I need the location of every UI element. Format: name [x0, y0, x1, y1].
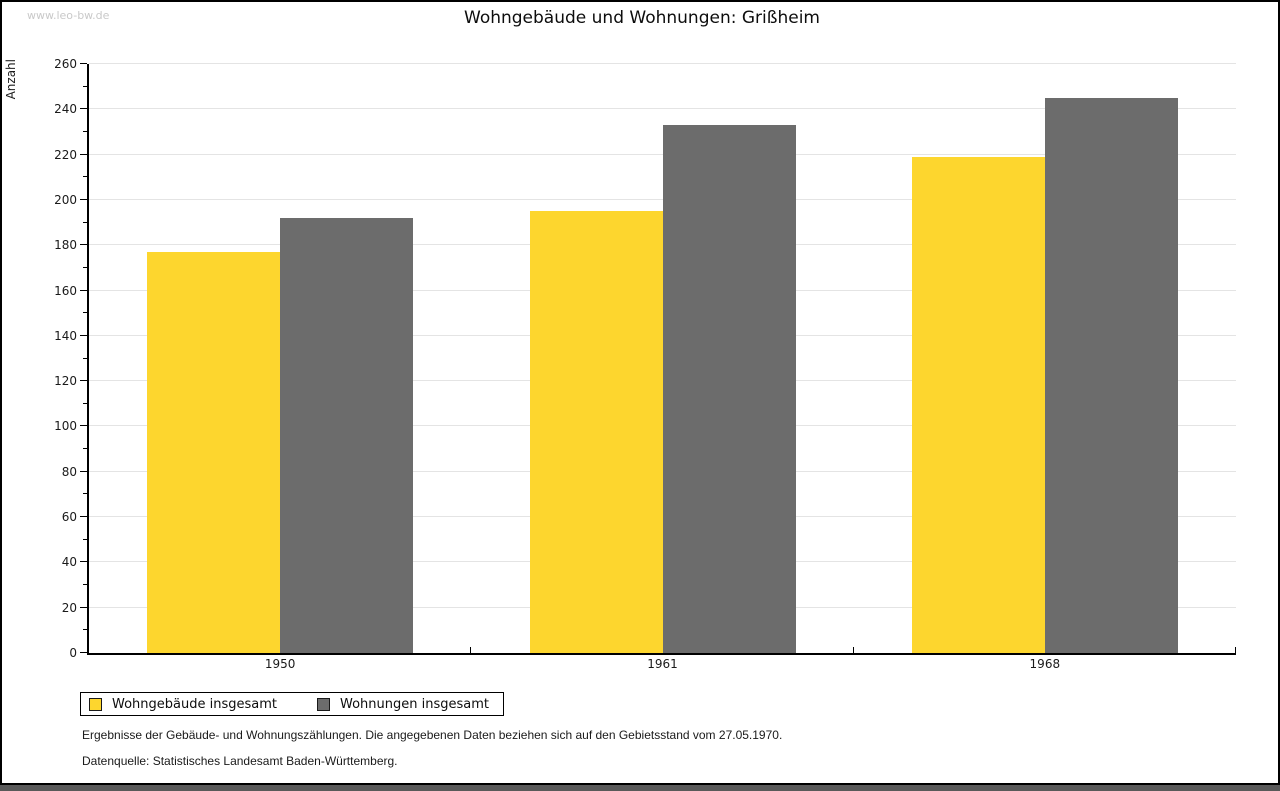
x-tick-label-1968: 1968 — [1029, 657, 1061, 671]
y-major-tick-40 — [80, 561, 87, 563]
y-tick-label-140: 140 — [54, 328, 77, 343]
y-minor-tick-250 — [83, 85, 87, 87]
y-major-tick-220 — [80, 153, 87, 155]
y-tick-label-220: 220 — [54, 147, 77, 162]
legend-swatch-yellow — [89, 697, 102, 711]
y-minor-tick-210 — [83, 176, 87, 178]
y-major-tick-160 — [80, 289, 87, 291]
plot-area: 0 20 40 60 80 100 120 140 160 180 200 220 240 260 1950… — [54, 57, 1236, 671]
y-tick-label-240: 240 — [54, 102, 77, 117]
y-minor-tick-190 — [83, 221, 87, 223]
y-minor-tick-90 — [83, 448, 87, 450]
y-tick-label-0: 0 — [69, 646, 77, 660]
x-tick-label-1950: 1950 — [264, 657, 296, 671]
y-major-tick-20 — [80, 606, 87, 608]
footnote-methodology: Ergebnisse der Gebäude- und Wohnungszähl… — [82, 728, 783, 742]
gridline-260 — [89, 63, 1236, 64]
y-minor-tick-50 — [83, 538, 87, 540]
legend-item-wohnungen: Wohnungen insgesamt — [317, 697, 489, 712]
y-minor-tick-30 — [83, 584, 87, 586]
y-minor-tick-110 — [83, 402, 87, 404]
legend-label: Wohngebäude insgesamt — [112, 696, 277, 712]
y-tick-label-260: 260 — [54, 57, 77, 71]
y-major-tick-140 — [80, 334, 87, 336]
y-minor-tick-170 — [83, 266, 87, 268]
footnote-source: Datenquelle: Statistisches Landesamt Bad… — [82, 754, 398, 768]
y-major-tick-120 — [80, 380, 87, 382]
legend-box: Wohngebäude insgesamt Wohnungen insgesam… — [80, 692, 504, 716]
x-axis-tick-1 — [470, 647, 472, 653]
y-major-tick-200 — [80, 198, 87, 200]
y-tick-label-20: 20 — [61, 600, 77, 615]
y-axis-label: Anzahl — [4, 59, 18, 100]
bar-wohngeb-ude-insgesamt-1950 — [147, 252, 281, 653]
legend-label: Wohnungen insgesamt — [340, 696, 489, 712]
y-major-tick-100 — [80, 425, 87, 427]
x-tick-label-1961: 1961 — [647, 657, 678, 671]
y-tick-label-100: 100 — [54, 419, 77, 434]
y-minor-tick-230 — [83, 130, 87, 132]
y-minor-tick-130 — [83, 357, 87, 359]
y-tick-label-40: 40 — [61, 555, 77, 570]
window-bottom-edge — [0, 785, 1280, 791]
y-major-tick-260 — [80, 63, 87, 64]
gridline-240 — [89, 108, 1236, 110]
x-axis-tick-2 — [852, 647, 854, 653]
bar-wohngeb-ude-insgesamt-1961 — [529, 211, 663, 653]
y-minor-tick-10 — [83, 629, 87, 631]
y-minor-tick-70 — [83, 493, 87, 495]
watermark-text: www.leo-bw.de — [27, 9, 110, 22]
x-axis-tick-3 — [1235, 647, 1236, 653]
chart-title: Wohngebäude und Wohnungen: Grißheim — [464, 8, 820, 28]
legend-item-wohngebaeude: Wohngebäude insgesamt — [89, 697, 277, 712]
y-major-tick-60 — [80, 516, 87, 518]
bar-wohnungen-insgesamt-1961 — [662, 125, 796, 653]
y-tick-label-60: 60 — [61, 510, 77, 525]
y-major-tick-180 — [80, 244, 87, 246]
bar-wohngeb-ude-insgesamt-1968 — [911, 156, 1045, 653]
y-tick-label-120: 120 — [54, 374, 77, 389]
bar-wohnungen-insgesamt-1950 — [280, 218, 414, 653]
bar-wohnungen-insgesamt-1968 — [1044, 97, 1178, 653]
y-tick-label-180: 180 — [54, 238, 77, 253]
y-tick-label-80: 80 — [61, 464, 77, 479]
legend-swatch-gray — [317, 697, 330, 711]
y-major-tick-0 — [80, 652, 87, 653]
y-major-tick-240 — [80, 108, 87, 110]
y-tick-label-200: 200 — [54, 192, 77, 207]
y-major-tick-80 — [80, 470, 87, 472]
y-tick-label-160: 160 — [54, 283, 77, 298]
y-minor-tick-150 — [83, 312, 87, 314]
